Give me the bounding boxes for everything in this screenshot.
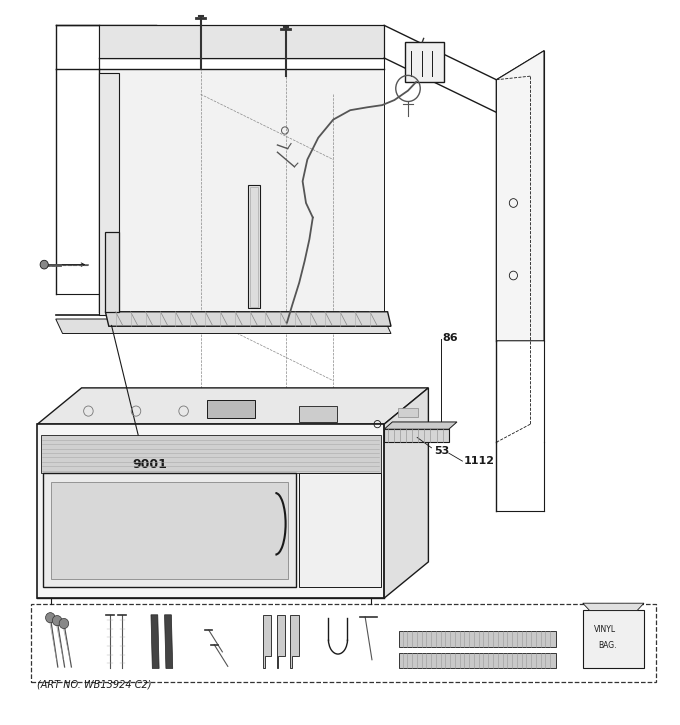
Text: (ART NO. WB13924 C2): (ART NO. WB13924 C2): [37, 679, 152, 689]
Polygon shape: [290, 615, 299, 668]
Polygon shape: [384, 422, 457, 429]
Text: 1112: 1112: [464, 456, 495, 466]
Bar: [398, 408, 418, 417]
Text: 9001: 9001: [133, 458, 167, 471]
Polygon shape: [99, 25, 384, 58]
Bar: [41, 435, 381, 473]
Polygon shape: [37, 388, 428, 424]
Bar: [51, 482, 288, 579]
Text: 86: 86: [443, 334, 458, 344]
Bar: [207, 400, 255, 418]
Bar: [405, 42, 444, 82]
Polygon shape: [384, 429, 449, 442]
Circle shape: [59, 618, 69, 629]
Polygon shape: [105, 232, 119, 312]
Polygon shape: [56, 319, 391, 334]
Polygon shape: [37, 424, 384, 598]
Polygon shape: [583, 603, 644, 610]
Polygon shape: [248, 185, 260, 308]
FancyBboxPatch shape: [31, 604, 656, 682]
Polygon shape: [99, 69, 384, 315]
Polygon shape: [263, 615, 271, 668]
Text: VINYL: VINYL: [594, 626, 616, 634]
Polygon shape: [384, 388, 428, 598]
Bar: [399, 631, 556, 647]
Polygon shape: [496, 51, 544, 341]
Circle shape: [52, 616, 62, 626]
Circle shape: [46, 613, 55, 623]
Bar: [250, 187, 258, 307]
Text: ○: ○: [194, 410, 201, 416]
Polygon shape: [99, 72, 119, 315]
Bar: [299, 473, 381, 587]
Bar: [299, 406, 337, 422]
Bar: [583, 610, 644, 668]
Circle shape: [40, 260, 48, 269]
Bar: [43, 473, 296, 587]
Polygon shape: [105, 312, 391, 326]
Polygon shape: [151, 615, 159, 668]
Polygon shape: [165, 615, 173, 668]
Text: BAG.: BAG.: [598, 641, 617, 650]
Bar: [399, 652, 556, 668]
Polygon shape: [277, 615, 285, 668]
Text: 53: 53: [434, 446, 449, 456]
